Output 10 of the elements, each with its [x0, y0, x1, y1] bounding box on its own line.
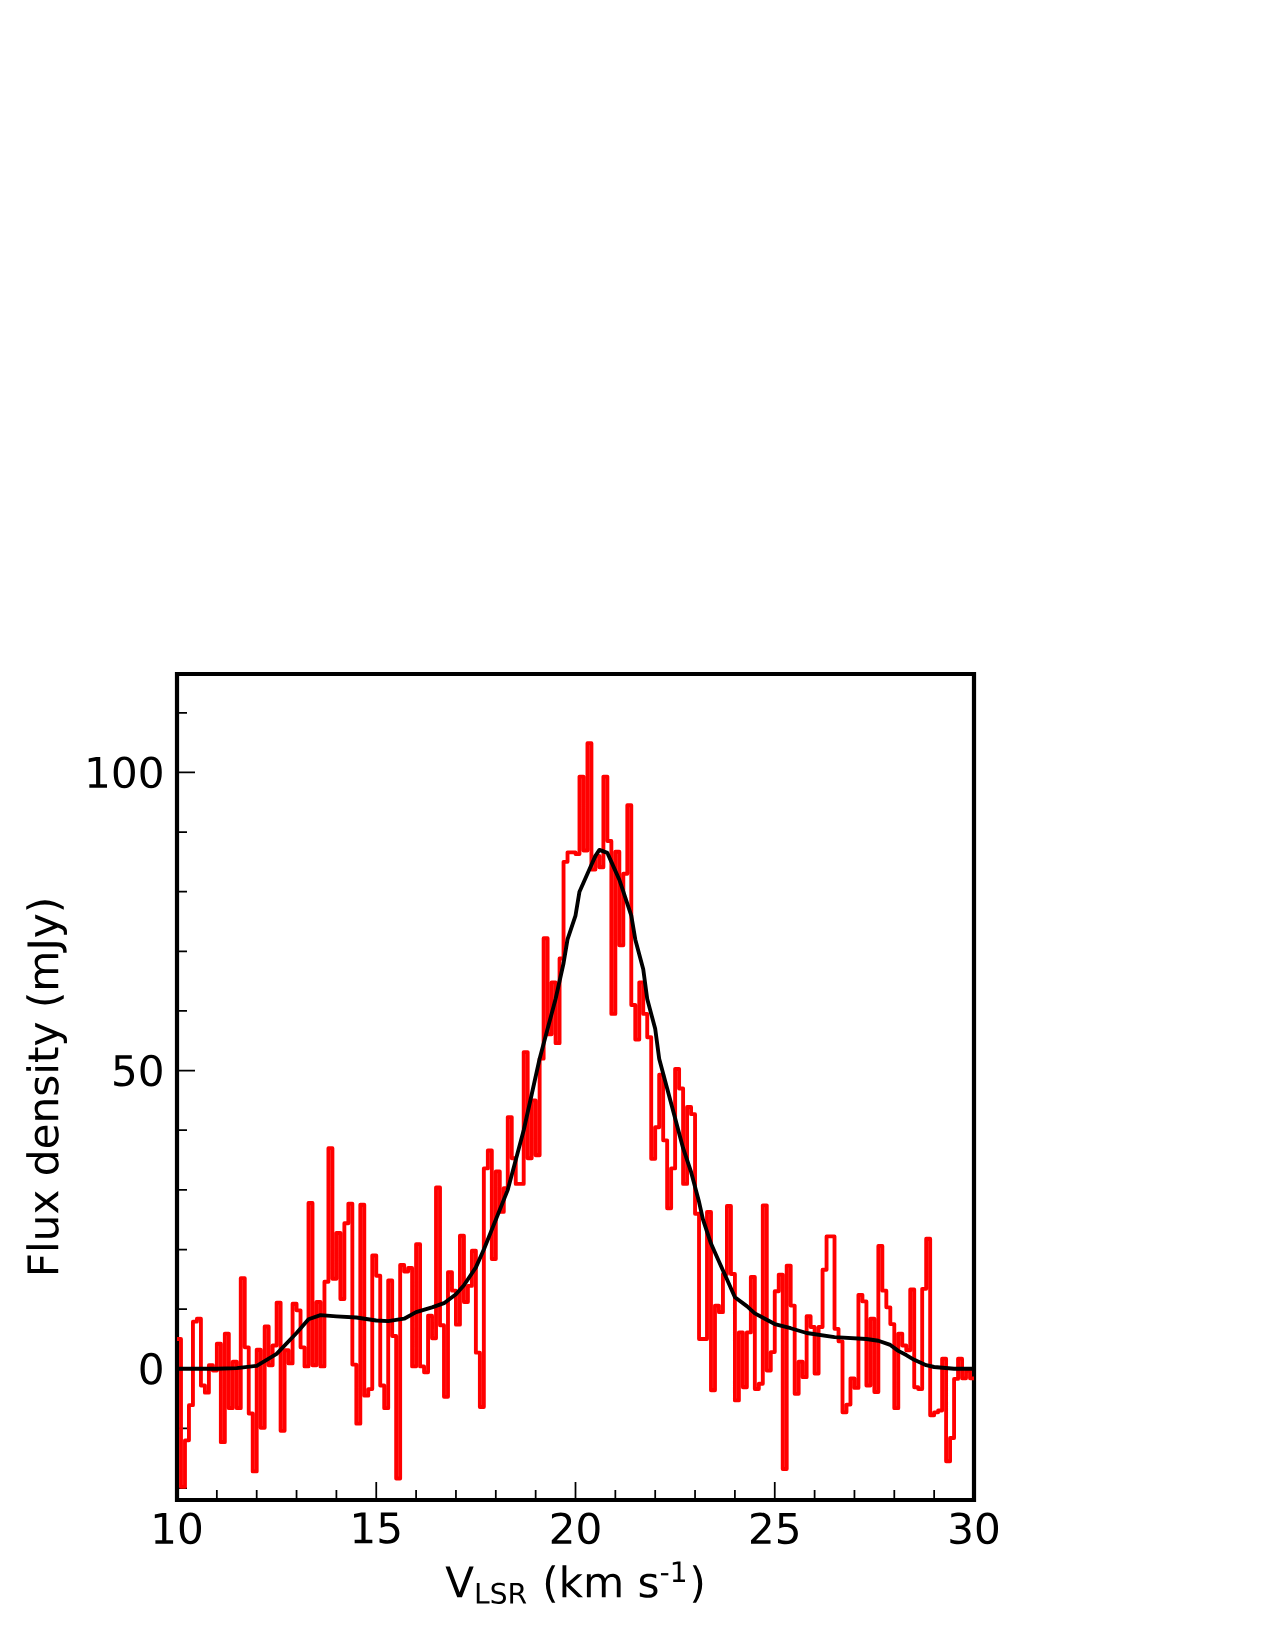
- x-tick-label: 10: [154, 1512, 202, 1545]
- x-tick-label: 20: [551, 1512, 600, 1545]
- y-tick-label: 0: [140, 1352, 162, 1385]
- y-axis-title: Flux density (mJy): [26, 900, 67, 1274]
- x-tick-label: 25: [751, 1512, 798, 1545]
- x-tick-label: 30: [950, 1512, 999, 1545]
- y-tick-label: 50: [114, 1054, 162, 1087]
- x-tick-label: 15: [354, 1512, 400, 1544]
- y-tick-label: 100: [88, 756, 162, 789]
- x-axis-title: V$_{LSR}$ (km s$^{-1}$): [445, 1561, 703, 1604]
